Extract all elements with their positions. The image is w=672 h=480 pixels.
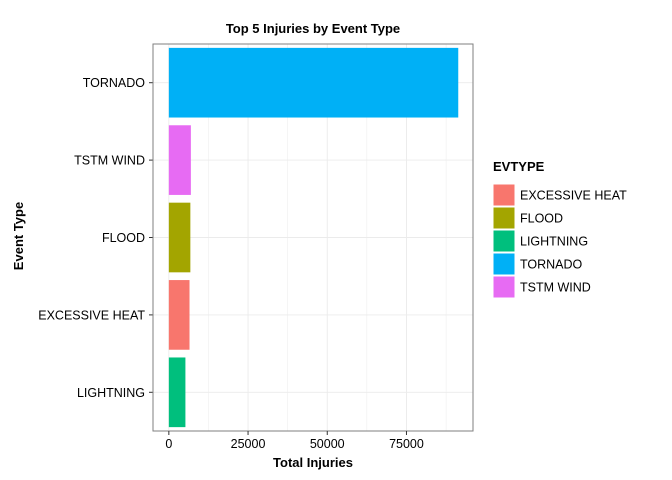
x-tick-label: 75000 — [389, 437, 424, 451]
legend-title: EVTYPE — [493, 159, 545, 174]
y-tick-label: TORNADO — [83, 76, 146, 90]
legend-key — [492, 206, 516, 230]
x-tick-label: 50000 — [310, 437, 345, 451]
y-tick-label: EXCESSIVE HEAT — [38, 308, 145, 322]
legend-key — [492, 275, 516, 299]
y-tick-label: TSTM WIND — [74, 154, 145, 168]
bar-lightning — [168, 357, 186, 428]
y-tick-label: FLOOD — [102, 231, 145, 245]
panel-border — [152, 43, 474, 432]
x-axis-title: Total Injuries — [273, 455, 353, 470]
legend: EVTYPE EXCESSIVE HEAT FLOOD LIGHTNING TORNAD… — [492, 159, 627, 299]
y-tick-label: LIGHTNING — [77, 386, 145, 400]
bar-tstm-wind — [168, 125, 191, 195]
chart-title: Top 5 Injuries by Event Type — [226, 21, 400, 36]
bar-tornado — [168, 47, 459, 118]
legend-label: LIGHTNING — [520, 235, 588, 249]
legend-label: FLOOD — [520, 212, 563, 226]
legend-key — [492, 229, 516, 253]
plot-area: TORNADO TSTM WIND FLOOD EXCESSIVE HEAT LIGHT… — [38, 43, 474, 451]
x-tick-label: 0 — [165, 437, 172, 451]
bar-flood — [168, 202, 191, 273]
legend-label: TORNADO — [520, 258, 583, 272]
y-axis-title: Event Type — [11, 202, 26, 270]
legend-label: EXCESSIVE HEAT — [520, 189, 627, 203]
legend-key — [492, 252, 516, 276]
x-tick-label: 25000 — [231, 437, 266, 451]
bar-excessive-heat — [168, 280, 190, 350]
legend-label: TSTM WIND — [520, 281, 591, 295]
legend-key — [492, 183, 516, 207]
